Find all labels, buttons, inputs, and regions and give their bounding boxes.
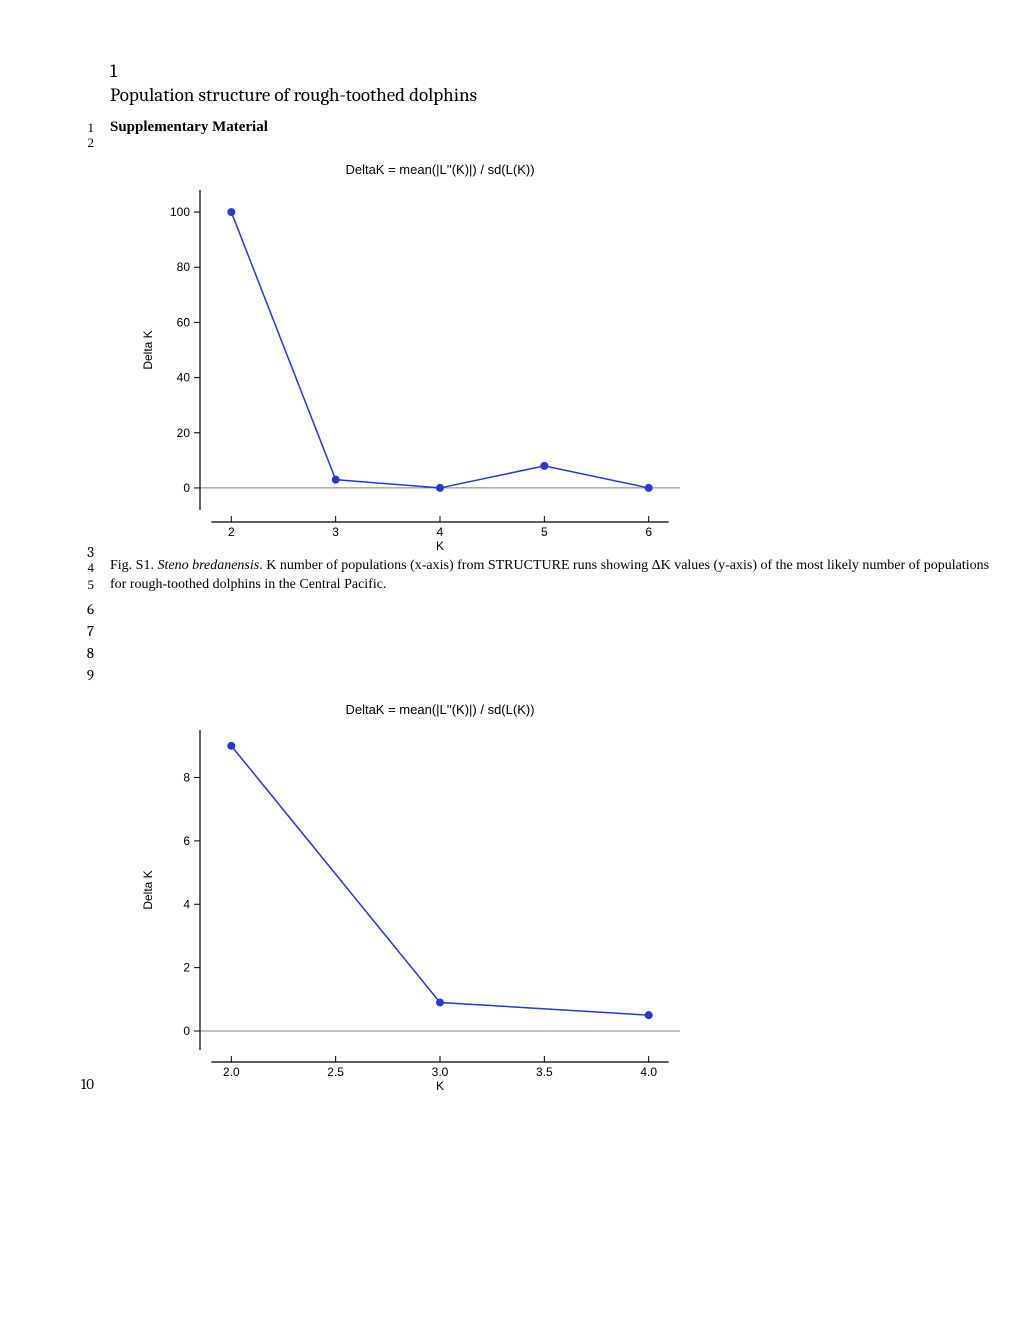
- svg-text:0: 0: [183, 481, 190, 495]
- svg-text:8: 8: [183, 771, 190, 785]
- line-number: 9: [70, 666, 94, 684]
- figure-s1-chart: DeltaK = mean(|L''(K)|) / sd(L(K)) 0 20 40 6…: [130, 160, 690, 550]
- figure-s1-caption: Fig. S1. Steno bredanensis. K number of …: [110, 557, 990, 595]
- svg-text:3.0: 3.0: [432, 1065, 449, 1079]
- svg-text:DeltaK = mean(|L''(K)|) / sd(L: DeltaK = mean(|L''(K)|) / sd(L(K)): [345, 702, 534, 717]
- running-title: Population structure of rough-toothed do…: [110, 84, 970, 108]
- svg-text:6: 6: [183, 834, 190, 848]
- supplementary-heading: Supplementary Material: [110, 119, 268, 135]
- line-number: 1: [70, 120, 94, 136]
- svg-text:80: 80: [177, 260, 191, 274]
- svg-text:K: K: [436, 539, 444, 550]
- line-number: 2: [70, 135, 94, 151]
- page-number-top: 1: [110, 60, 970, 84]
- chart-svg: DeltaK = mean(|L''(K)|) / sd(L(K)) 0 2 4 6 8 2…: [130, 700, 690, 1090]
- line-number: 10: [70, 1075, 94, 1093]
- svg-text:2: 2: [183, 961, 190, 975]
- svg-text:2: 2: [228, 525, 235, 539]
- svg-text:2.0: 2.0: [223, 1065, 240, 1079]
- svg-text:3.5: 3.5: [536, 1065, 553, 1079]
- svg-text:40: 40: [177, 371, 191, 385]
- svg-text:4.0: 4.0: [640, 1065, 657, 1079]
- line-number: 6: [70, 600, 94, 618]
- svg-text:6: 6: [645, 525, 652, 539]
- svg-text:K: K: [436, 1079, 444, 1090]
- caption-species: Steno bredanensis: [157, 558, 259, 573]
- line-number: 5: [70, 577, 94, 593]
- svg-text:0: 0: [183, 1024, 190, 1038]
- page: 1 Population structure of rough-toothed …: [0, 0, 1020, 1320]
- line-number: 8: [70, 644, 94, 662]
- svg-text:5: 5: [541, 525, 548, 539]
- page-header: 1 Population structure of rough-toothed …: [110, 60, 970, 108]
- svg-text:DeltaK = mean(|L''(K)|) / sd(L: DeltaK = mean(|L''(K)|) / sd(L(K)): [345, 162, 534, 177]
- svg-text:20: 20: [177, 426, 191, 440]
- svg-text:60: 60: [177, 315, 191, 329]
- svg-text:4: 4: [183, 897, 190, 911]
- line-number: 3: [70, 543, 94, 561]
- svg-text:Delta K: Delta K: [141, 870, 155, 909]
- svg-text:2.5: 2.5: [327, 1065, 344, 1079]
- line-number: 4: [70, 560, 94, 576]
- line-number: 7: [70, 622, 94, 640]
- chart-svg: DeltaK = mean(|L''(K)|) / sd(L(K)) 0 20 40 6…: [130, 160, 690, 550]
- svg-text:Delta K: Delta K: [141, 330, 155, 369]
- caption-prefix: Fig. S1.: [110, 558, 157, 573]
- svg-text:4: 4: [437, 525, 444, 539]
- figure-s2-chart: DeltaK = mean(|L''(K)|) / sd(L(K)) 0 2 4 6 8 2…: [130, 700, 690, 1090]
- svg-text:100: 100: [170, 205, 190, 219]
- section-heading-row: Supplementary Material: [110, 118, 268, 136]
- svg-text:3: 3: [332, 525, 339, 539]
